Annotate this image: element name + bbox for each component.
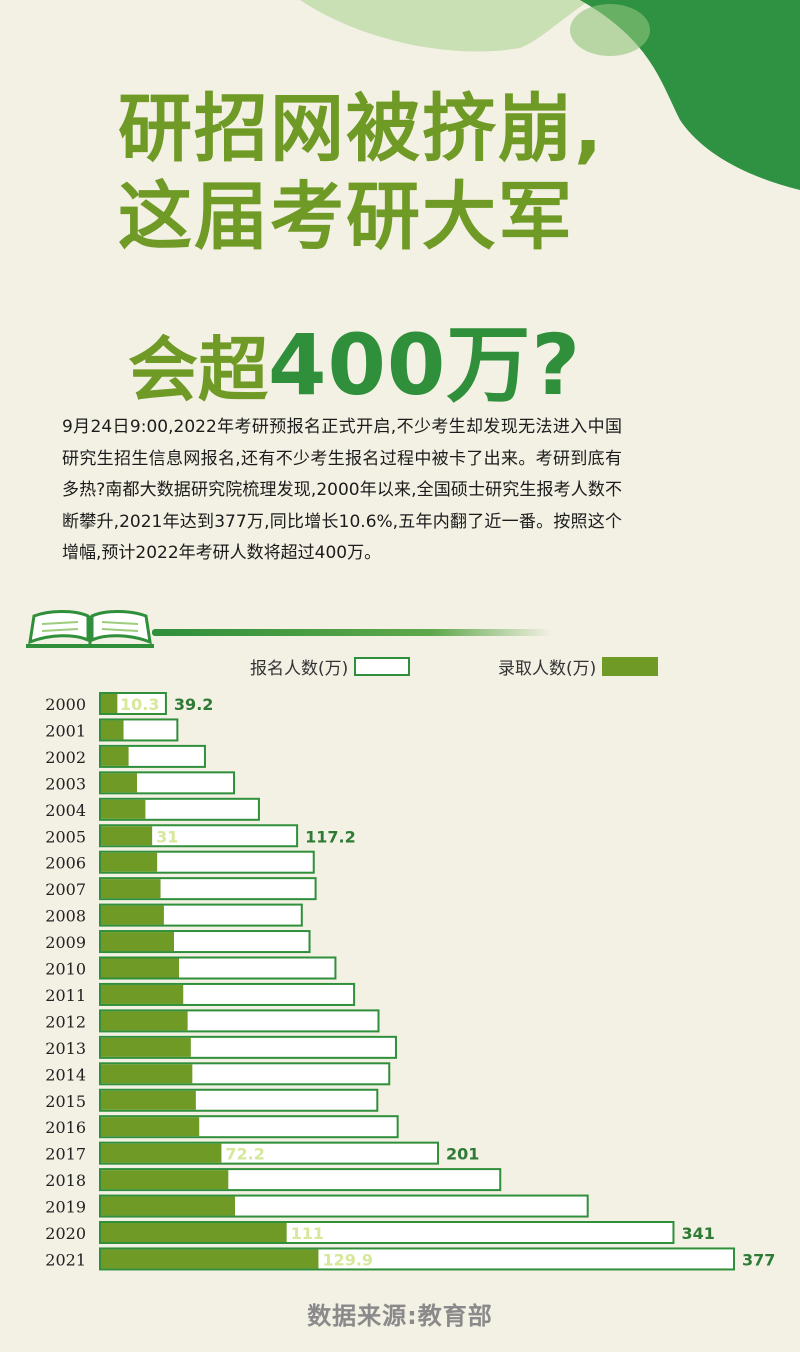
apply-value-label-2005: 117.2 [305, 827, 356, 846]
legend-item-admit: 录取人数(万) [498, 654, 659, 679]
bar-admit-2012 [101, 1011, 188, 1031]
admit-value-label-2017: 72.2 [225, 1145, 264, 1164]
bar-admit-2008 [101, 905, 164, 925]
year-label-2002: 2002 [45, 748, 86, 767]
title-line-2: 这届考研大军 [118, 174, 574, 260]
bar-admit-2018 [101, 1170, 229, 1190]
bar-admit-2005 [101, 826, 153, 846]
year-label-2019: 2019 [45, 1198, 86, 1217]
year-label-2011: 2011 [45, 986, 86, 1005]
bar-admit-2000 [101, 694, 118, 713]
bar-admit-2013 [101, 1037, 191, 1057]
bar-chart: 2000 39.2 10.3 2001 2002 2003 2004 2005 117.2 31 2… [45, 692, 775, 1271]
bar-admit-2017 [101, 1143, 222, 1163]
year-label-2000: 2000 [45, 695, 86, 714]
year-label-2018: 2018 [45, 1171, 86, 1190]
bar-admit-2015 [101, 1090, 196, 1110]
year-label-2004: 2004 [45, 801, 86, 820]
data-source: 数据来源:教育部 [307, 1302, 493, 1330]
legend-label-apply: 报名人数(万) [250, 659, 349, 679]
title-line-3-prefix: 会超 [128, 329, 268, 411]
bar-admit-2001 [101, 720, 124, 740]
year-label-2012: 2012 [45, 1012, 86, 1031]
year-label-2001: 2001 [45, 721, 86, 740]
admit-value-label-2021: 129.9 [322, 1250, 373, 1269]
year-label-2015: 2015 [45, 1092, 86, 1111]
year-label-2008: 2008 [45, 907, 86, 926]
section-divider [152, 629, 552, 636]
bar-admit-2021 [101, 1249, 319, 1269]
apply-value-label-2021: 377 [742, 1250, 775, 1269]
legend-label-admit: 录取人数(万) [498, 659, 597, 679]
year-label-2016: 2016 [45, 1118, 86, 1137]
year-label-2013: 2013 [45, 1039, 86, 1058]
legend-swatch-admit [602, 657, 659, 676]
year-label-2021: 2021 [45, 1250, 86, 1269]
admit-value-label-2000: 10.3 [120, 695, 159, 714]
year-label-2020: 2020 [45, 1224, 86, 1243]
year-label-2009: 2009 [45, 933, 86, 952]
year-label-2014: 2014 [45, 1065, 86, 1084]
bar-admit-2019 [101, 1196, 236, 1216]
year-label-2010: 2010 [45, 960, 86, 979]
bar-admit-2006 [101, 852, 158, 872]
bar-admit-2014 [101, 1064, 193, 1084]
admit-value-label-2005: 31 [156, 827, 178, 846]
open-book-icon [26, 610, 154, 648]
year-label-2003: 2003 [45, 774, 86, 793]
intro-paragraph: 9月24日9:00,2022年考研预报名正式开启,不少考生却发现无法进入中国研究… [62, 417, 622, 563]
apply-value-label-2000: 39.2 [174, 695, 213, 714]
bar-admit-2003 [101, 773, 137, 793]
year-label-2005: 2005 [45, 827, 86, 846]
legend-item-apply: 报名人数(万) [250, 654, 411, 679]
title-line-1: 研招网被挤崩, [118, 86, 605, 172]
apply-value-label-2017: 201 [446, 1145, 479, 1164]
apply-value-label-2020: 341 [681, 1224, 714, 1243]
bar-admit-2016 [101, 1117, 200, 1137]
bar-admit-2020 [101, 1223, 287, 1242]
bar-admit-2002 [101, 746, 129, 766]
bar-admit-2011 [101, 984, 184, 1004]
title-line-3: 会超400万? [128, 298, 581, 419]
year-label-2006: 2006 [45, 854, 86, 873]
year-label-2017: 2017 [45, 1145, 86, 1164]
title-line-3-highlight: 400万? [268, 316, 582, 414]
admit-value-label-2020: 111 [291, 1224, 324, 1243]
bar-admit-2009 [101, 932, 174, 952]
bar-admit-2007 [101, 879, 161, 899]
bar-admit-2004 [101, 799, 146, 819]
bar-admit-2010 [101, 958, 180, 978]
legend-swatch-apply [354, 657, 411, 676]
year-label-2007: 2007 [45, 880, 86, 899]
